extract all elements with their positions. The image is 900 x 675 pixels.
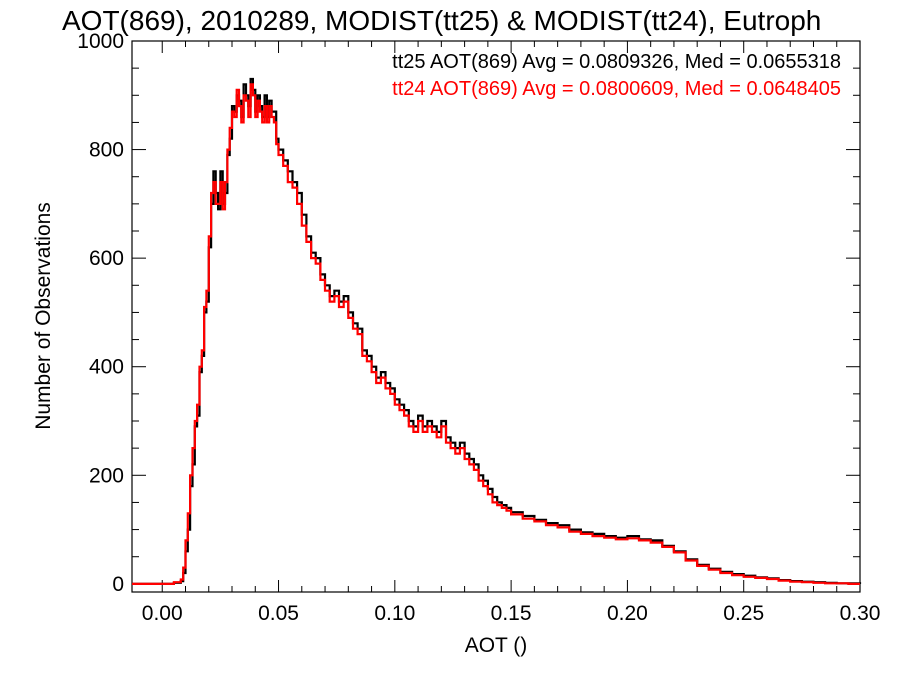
y-tick-label: 400 [89,356,124,379]
x-tick-label: 0.10 [374,602,415,625]
y-tick-label: 800 [89,139,124,162]
plot-area-frame [131,40,861,593]
x-tick-label: 0.00 [142,602,183,625]
x-axis-label: AOT () [465,634,528,657]
series-layer [132,77,862,585]
chart-title: AOT(869), 2010289, MODIST(tt25) & MODIST… [62,5,821,36]
annotation-tt25: tt25 AOT(869) Avg = 0.0809326, Med = 0.0… [392,51,841,73]
y-tick-label: 200 [89,464,124,487]
x-tick-label: 0.30 [840,602,881,625]
x-tick-label: 0.15 [491,602,532,625]
series-line-0 [132,77,862,585]
y-tick-label: 1000 [77,30,124,53]
y-tick-label: 0 [112,573,124,596]
annotation-tt24: tt24 AOT(869) Avg = 0.0800609, Med = 0.0… [392,78,841,100]
x-tick-label: 0.20 [607,602,648,625]
x-tick-label: 0.25 [723,602,764,625]
y-axis-ticks: 0 200 400 600 800 1000 [77,30,860,596]
x-axis-ticks: 0.00 0.05 0.10 0.15 0.20 0.25 0.30 [142,41,881,625]
series-line-1 [132,83,860,585]
x-tick-label: 0.05 [258,602,299,625]
y-axis-label: Number of Observations [32,202,55,430]
y-tick-label: 600 [89,247,124,270]
